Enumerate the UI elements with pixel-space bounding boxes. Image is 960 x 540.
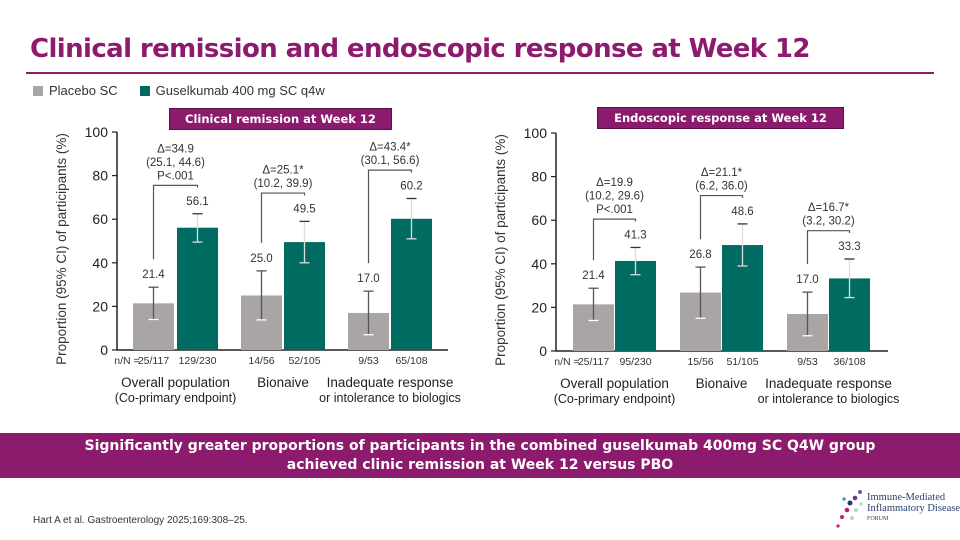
nN-value: 95/230 (619, 356, 651, 368)
nN-value: 65/108 (395, 355, 427, 367)
group-label: Bionaive (696, 376, 748, 391)
y-axis-label: Proportion (95% CI) of participants (%) (54, 133, 69, 365)
data-label: 49.5 (293, 203, 315, 215)
ci-label: (3.2, 30.2) (802, 216, 855, 228)
group-sublabel: (Co-primary endpoint) (554, 392, 676, 406)
data-label: 48.6 (731, 206, 753, 218)
ci-label: (30.1, 56.6) (361, 155, 420, 167)
p-value-label: P<.001 (596, 204, 633, 216)
logo-line-3: FORUM (867, 516, 889, 522)
logo-dots-icon (836, 490, 863, 528)
conclusion-banner: Significantly greater proportions of par… (0, 433, 960, 478)
comparison-bracket (699, 194, 744, 240)
y-tick-label: 80 (92, 168, 108, 184)
y-tick-label: 80 (531, 169, 547, 185)
nN-value: 36/108 (833, 356, 865, 368)
comparison-bracket (592, 218, 637, 261)
data-label: 33.3 (838, 241, 860, 253)
y-tick-label: 0 (539, 343, 547, 359)
group-sublabel: or intolerance to biologics (758, 392, 900, 406)
ci-label: (10.2, 29.6) (585, 191, 644, 203)
delta-label: Δ=25.1* (262, 165, 304, 177)
nN-value: 15/56 (687, 356, 713, 368)
y-tick-label: 60 (531, 212, 547, 228)
y-tick-label: 40 (531, 256, 547, 272)
legend-guselkumab: Guselkumab 400 mg SC q4w (155, 83, 325, 98)
nN-value: 25/117 (138, 355, 169, 367)
nN-value: 9/53 (358, 355, 379, 367)
chart-title-endoscopic-response: Endoscopic response at Week 12 (597, 107, 844, 129)
nN-value: 14/56 (248, 355, 274, 367)
data-label: 60.2 (400, 180, 422, 192)
comparison-bracket (367, 169, 413, 264)
ci-label: (10.2, 39.9) (254, 178, 313, 190)
p-value-label: P<.001 (157, 170, 194, 182)
data-label: 17.0 (357, 273, 379, 285)
delta-label: Δ=19.9 (596, 177, 633, 189)
y-axis-label: Proportion (95% CI) of participants (%) (493, 134, 508, 366)
y-tick-label: 100 (524, 125, 548, 141)
y-tick-label: 20 (92, 298, 108, 314)
delta-label: Δ=43.4* (369, 142, 411, 154)
data-label: 17.0 (796, 274, 818, 286)
logo-line-2: Inflammatory Disease (867, 503, 960, 514)
footnote-reference: Hart A et al. Gastroenterology 2025;169:… (33, 515, 248, 526)
data-label: 26.8 (689, 249, 711, 261)
bar-guselkumab (391, 218, 432, 350)
delta-label: Δ=21.1* (701, 167, 743, 179)
group-label: Inadequate response (765, 376, 892, 391)
forum-logo: Immune-Mediated Inflammatory Disease FOR… (830, 484, 960, 534)
y-tick-label: 20 (531, 299, 547, 315)
logo-line-1: Immune-Mediated (867, 492, 946, 503)
group-label: Bionaive (257, 375, 309, 390)
group-sublabel: (Co-primary endpoint) (115, 391, 237, 405)
group-sublabel: or intolerance to biologics (319, 391, 461, 405)
data-label: 56.1 (186, 196, 208, 208)
y-tick-label: 60 (92, 211, 108, 227)
nN-label: n/N = (114, 355, 139, 367)
chart-title-clinical-remission: Clinical remission at Week 12 (169, 108, 392, 130)
banner-line-2: achieved clinic remission at Week 12 ver… (286, 456, 674, 473)
banner-line-1: Significantly greater proportions of par… (84, 437, 876, 454)
bar-guselkumab (615, 260, 656, 351)
y-tick-label: 40 (92, 255, 108, 271)
legend-swatch-placebo (33, 85, 43, 96)
nN-value: 9/53 (797, 356, 818, 368)
nN-value: 51/105 (726, 356, 758, 368)
data-label: 41.3 (624, 229, 646, 241)
title-divider (26, 72, 934, 74)
legend-swatch-guselkumab (139, 85, 150, 96)
group-label: Inadequate response (327, 375, 454, 390)
legend: Placebo SC Guselkumab 400 mg SC q4w (33, 83, 325, 98)
comparison-bracket (806, 230, 851, 265)
ci-label: (25.1, 44.6) (146, 157, 205, 169)
y-tick-label: 0 (100, 342, 108, 358)
bar-guselkumab (177, 227, 218, 350)
group-label: Overall population (121, 375, 230, 390)
nN-value: 25/117 (578, 356, 609, 368)
nN-label: n/N = (554, 356, 579, 368)
delta-label: Δ=34.9 (157, 143, 194, 155)
slide-title: Clinical remission and endoscopic respon… (30, 34, 811, 64)
group-label: Overall population (560, 376, 669, 391)
delta-label: Δ=16.7* (808, 202, 850, 214)
y-tick-label: 100 (85, 124, 109, 140)
data-label: 21.4 (142, 269, 165, 281)
data-label: 21.4 (582, 270, 605, 282)
nN-value: 129/230 (179, 355, 217, 367)
comparison-bracket (152, 184, 199, 260)
comparison-bracket (260, 192, 306, 243)
legend-placebo: Placebo SC (49, 83, 118, 98)
data-label: 25.0 (250, 253, 272, 265)
nN-value: 52/105 (288, 355, 320, 367)
ci-label: (6.2, 36.0) (695, 181, 748, 193)
